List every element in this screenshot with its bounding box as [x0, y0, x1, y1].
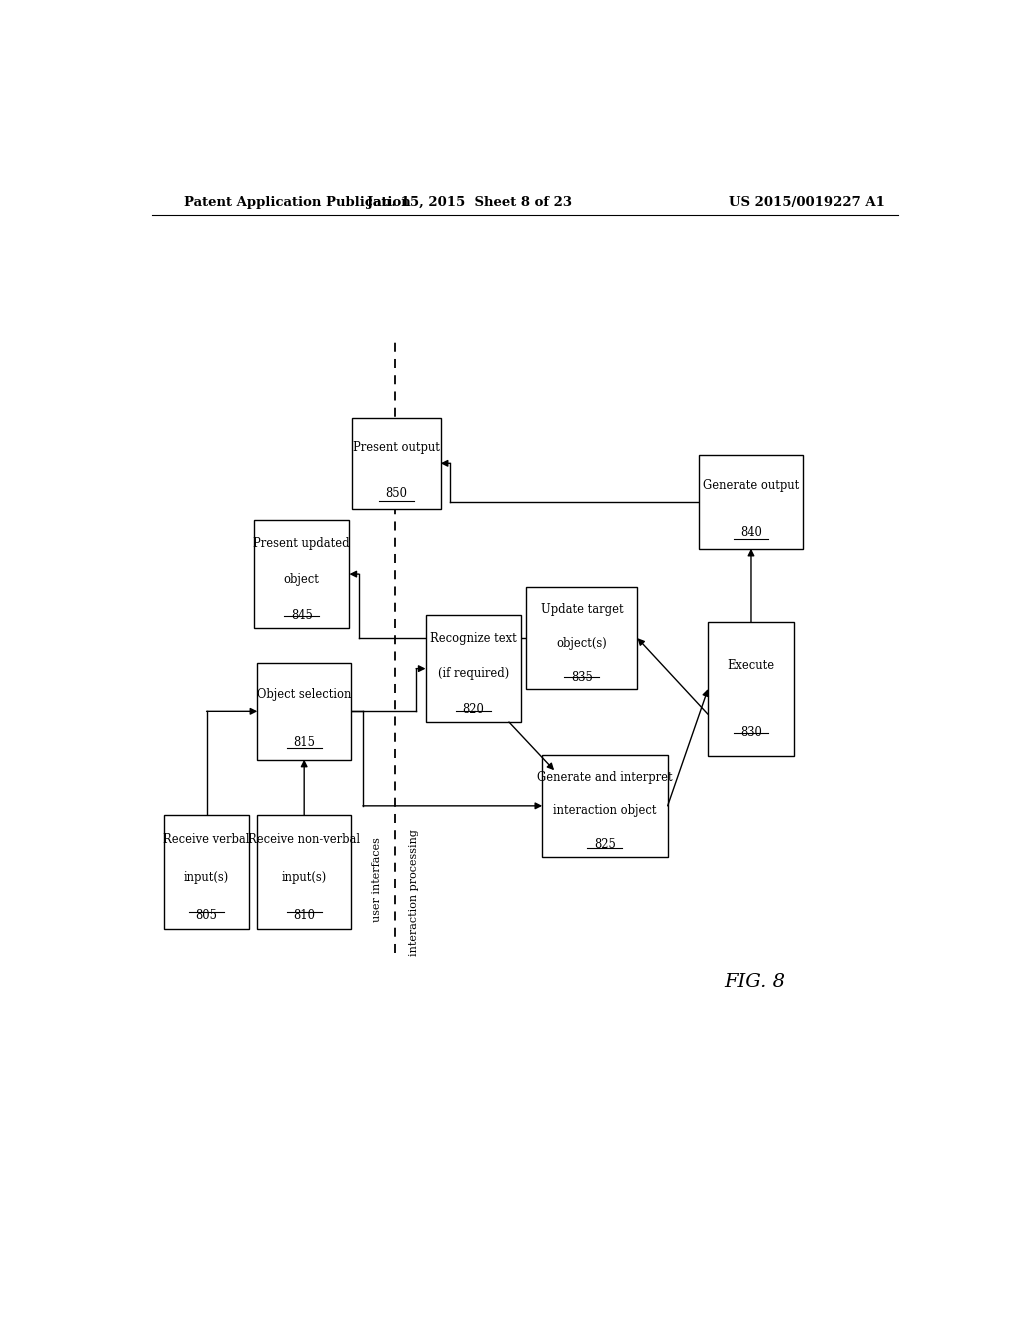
Text: interaction processing: interaction processing [409, 829, 419, 956]
Bar [257, 814, 351, 929]
Bar [543, 755, 668, 857]
Text: (if required): (if required) [437, 668, 509, 681]
Text: Object selection: Object selection [257, 688, 351, 701]
Bar [526, 587, 638, 689]
Text: US 2015/0019227 A1: US 2015/0019227 A1 [729, 195, 885, 209]
Text: 805: 805 [196, 909, 217, 923]
Text: object: object [284, 573, 319, 586]
Text: user interfaces: user interfaces [372, 838, 382, 923]
Text: Present updated: Present updated [254, 537, 350, 550]
Text: input(s): input(s) [282, 871, 327, 884]
Bar [352, 417, 440, 510]
Text: Receive non-verbal: Receive non-verbal [248, 833, 360, 846]
Bar [164, 814, 249, 929]
Bar [426, 615, 521, 722]
Text: FIG. 8: FIG. 8 [724, 973, 785, 991]
Text: 845: 845 [291, 609, 312, 622]
Text: 830: 830 [740, 726, 762, 739]
Bar [699, 455, 803, 549]
Text: 850: 850 [385, 487, 408, 499]
Text: Recognize text: Recognize text [430, 632, 516, 645]
Text: object(s): object(s) [557, 636, 607, 649]
Bar [709, 622, 794, 756]
Text: interaction object: interaction object [553, 804, 656, 817]
Text: Receive verbal: Receive verbal [163, 833, 250, 846]
Text: Patent Application Publication: Patent Application Publication [183, 195, 411, 209]
Text: 815: 815 [293, 737, 315, 750]
Text: Present output: Present output [353, 441, 439, 454]
Text: input(s): input(s) [184, 871, 229, 884]
Text: 835: 835 [571, 671, 593, 684]
Text: Execute: Execute [727, 659, 774, 672]
Text: 820: 820 [462, 704, 484, 715]
Bar [254, 520, 349, 628]
Bar [257, 663, 351, 759]
Text: 825: 825 [594, 838, 615, 851]
Text: 810: 810 [293, 909, 315, 923]
Text: Update target: Update target [541, 603, 624, 616]
Text: 840: 840 [740, 525, 762, 539]
Text: Generate output: Generate output [702, 479, 799, 492]
Text: Jan. 15, 2015  Sheet 8 of 23: Jan. 15, 2015 Sheet 8 of 23 [367, 195, 571, 209]
Text: Generate and interpret: Generate and interpret [538, 771, 673, 784]
